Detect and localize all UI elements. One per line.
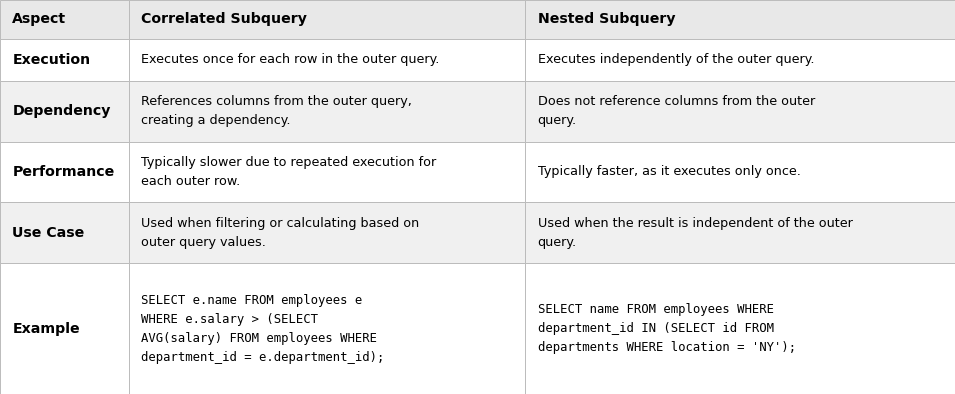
Text: Use Case: Use Case <box>12 226 85 240</box>
Text: Dependency: Dependency <box>12 104 111 118</box>
Text: Typically slower due to repeated execution for
each outer row.: Typically slower due to repeated executi… <box>141 156 436 188</box>
Bar <box>0 203 129 263</box>
Bar <box>525 39 955 81</box>
Bar <box>129 39 525 81</box>
Bar <box>0 81 129 141</box>
Bar <box>525 141 955 203</box>
Bar <box>0 141 129 203</box>
Text: Used when filtering or calculating based on
outer query values.: Used when filtering or calculating based… <box>141 217 419 249</box>
Text: Nested Subquery: Nested Subquery <box>538 12 675 26</box>
Bar <box>525 203 955 263</box>
Bar <box>525 263 955 394</box>
Bar <box>129 0 525 39</box>
Bar <box>0 39 129 81</box>
Text: Does not reference columns from the outer
query.: Does not reference columns from the oute… <box>538 95 815 127</box>
Bar <box>0 263 129 394</box>
Text: Performance: Performance <box>12 165 115 179</box>
Bar <box>525 0 955 39</box>
Text: SELECT e.name FROM employees e
WHERE e.salary > (SELECT
AVG(salary) FROM employe: SELECT e.name FROM employees e WHERE e.s… <box>141 294 385 364</box>
Text: Correlated Subquery: Correlated Subquery <box>141 12 308 26</box>
Bar <box>129 203 525 263</box>
Text: Executes once for each row in the outer query.: Executes once for each row in the outer … <box>141 53 439 66</box>
Text: Execution: Execution <box>12 53 91 67</box>
Bar <box>0 0 129 39</box>
Text: Typically faster, as it executes only once.: Typically faster, as it executes only on… <box>538 165 800 178</box>
Bar <box>129 141 525 203</box>
Text: Executes independently of the outer query.: Executes independently of the outer quer… <box>538 53 815 66</box>
Text: References columns from the outer query,
creating a dependency.: References columns from the outer query,… <box>141 95 413 127</box>
Text: Example: Example <box>12 322 80 336</box>
Bar <box>129 81 525 141</box>
Text: Used when the result is independent of the outer
query.: Used when the result is independent of t… <box>538 217 853 249</box>
Text: SELECT name FROM employees WHERE
department_id IN (SELECT id FROM
departments WH: SELECT name FROM employees WHERE departm… <box>538 303 796 354</box>
Bar <box>129 263 525 394</box>
Bar <box>525 81 955 141</box>
Text: Aspect: Aspect <box>12 12 67 26</box>
